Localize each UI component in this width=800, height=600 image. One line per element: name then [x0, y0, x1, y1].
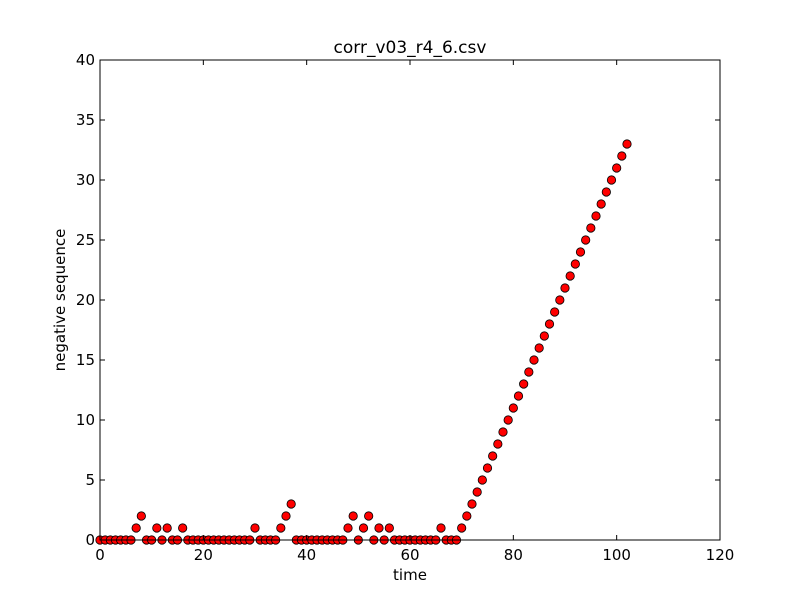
data-point [136, 511, 146, 521]
y-tick-label: 5 [85, 471, 95, 489]
y-tick-label: 15 [76, 351, 95, 369]
data-point [596, 199, 606, 209]
x-tick-label: 60 [400, 546, 419, 564]
data-point [622, 139, 632, 149]
chart-title: corr_v03_r4_6.csv [334, 38, 487, 58]
data-point [374, 523, 384, 533]
data-point [281, 511, 291, 521]
data-point [178, 523, 188, 533]
data-point [436, 523, 446, 533]
data-point [477, 475, 487, 485]
data-point [348, 511, 358, 521]
data-point [524, 367, 534, 377]
data-point [482, 463, 493, 473]
data-point [519, 379, 529, 389]
data-point [550, 307, 560, 317]
data-point [539, 331, 549, 341]
data-point [503, 415, 513, 425]
data-point [488, 451, 498, 461]
y-tick-label: 40 [76, 51, 95, 69]
data-point [617, 151, 627, 161]
x-tick-label: 0 [95, 546, 105, 564]
data-point [152, 523, 162, 533]
data-point [286, 499, 296, 509]
x-tick-label: 120 [706, 546, 735, 564]
x-tick-label: 100 [602, 546, 631, 564]
x-tick-label: 80 [504, 546, 523, 564]
data-point [457, 523, 467, 533]
y-tick-label: 35 [76, 111, 95, 129]
data-point [343, 523, 353, 533]
plot-frame [99, 59, 721, 541]
data-point [529, 355, 539, 365]
data-point [493, 439, 503, 449]
data-point [555, 295, 565, 305]
data-point [534, 343, 544, 353]
data-point [358, 523, 369, 533]
y-tick-label: 0 [85, 531, 95, 549]
data-point [565, 271, 575, 281]
x-tick-label: 40 [297, 546, 316, 564]
y-axis-label: negative sequence [51, 229, 69, 372]
data-point [462, 511, 472, 521]
data-point [384, 523, 394, 533]
data-point [250, 523, 260, 533]
data-point [612, 163, 622, 173]
data-point [131, 523, 141, 533]
data-point [575, 247, 586, 257]
data-point [472, 487, 482, 497]
axes: 0 20 40 60 80 100 120 0 5 10 15 20 25 30 35 40 [76, 51, 734, 564]
y-tick-label: 20 [76, 291, 95, 309]
data-point [581, 235, 591, 245]
data-point [162, 523, 172, 533]
data-point [586, 223, 596, 233]
data-point [591, 211, 601, 221]
data-point [544, 319, 555, 329]
data-point [364, 511, 374, 521]
data-point [508, 403, 518, 413]
y-tick-label: 25 [76, 231, 95, 249]
data-point [560, 283, 570, 293]
data-point [467, 499, 477, 509]
y-tick-label: 30 [76, 171, 95, 189]
data-point [606, 175, 617, 185]
data-point [276, 523, 286, 533]
y-tick-label: 10 [76, 411, 95, 429]
data-point [601, 187, 611, 197]
data-point [513, 391, 524, 401]
x-tick-label: 20 [194, 546, 213, 564]
x-axis-label: time [393, 566, 427, 584]
data-point [498, 427, 508, 437]
data-point [570, 259, 580, 269]
